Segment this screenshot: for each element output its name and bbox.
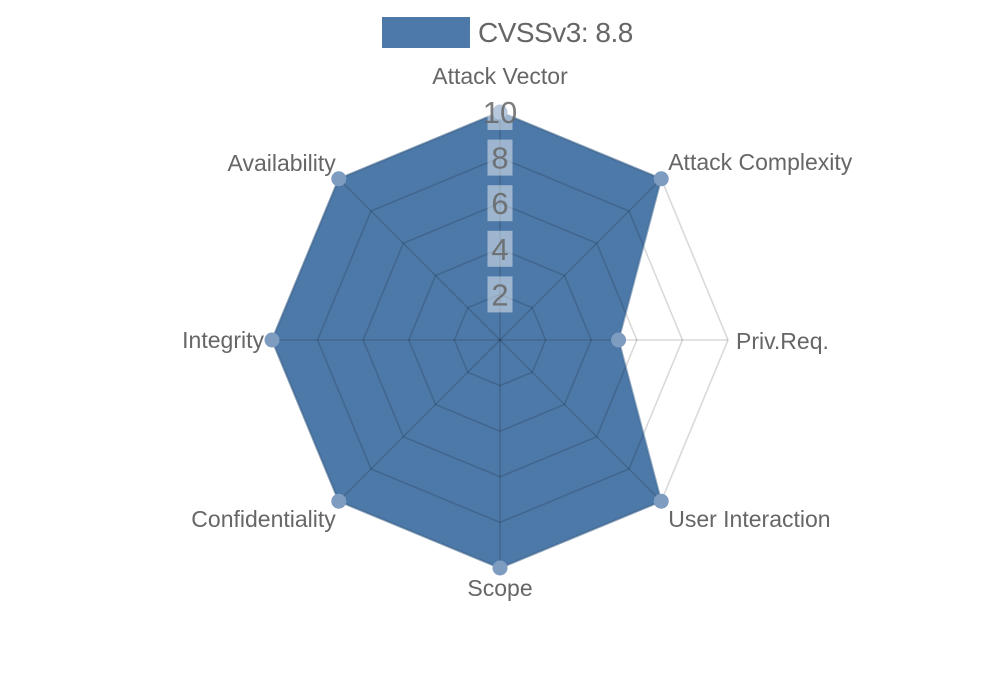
data-point-marker-confidentiality[interactable] (331, 493, 347, 509)
legend-item[interactable]: CVSSv3: 8.8 (382, 17, 633, 48)
data-point-marker-user-interaction[interactable] (653, 493, 669, 509)
axis-label-confidentiality: Confidentiality (191, 506, 336, 532)
grid-ring (362, 202, 638, 478)
legend-label[interactable]: CVSSv3: 8.8 (478, 16, 633, 48)
data-point-marker-availability[interactable] (331, 171, 347, 187)
axis-spoke (338, 178, 501, 341)
tick-label-10: 10 (483, 95, 517, 130)
axis-label-integrity: Integrity (182, 327, 264, 353)
tick-backdrop (487, 230, 513, 267)
axis-label-attack-vector: Attack Vector (432, 63, 568, 89)
tick-label-4: 4 (491, 232, 508, 267)
axis-spoke (499, 178, 662, 341)
tick-backdrop (487, 276, 513, 313)
tick-label-8: 8 (491, 141, 508, 176)
data-point-marker-integrity[interactable] (264, 332, 280, 348)
tick-label-6: 6 (491, 186, 508, 221)
tick-backdrop (487, 185, 513, 222)
axis-label-scope: Scope (467, 575, 532, 601)
tick-backdrop (487, 139, 513, 176)
grid-ring (407, 247, 593, 433)
axis-label-user-interaction: User Interaction (668, 506, 830, 532)
axis-label-attack-complexity: Attack Complexity (668, 149, 853, 175)
tick-label-2: 2 (491, 277, 508, 312)
axis-spoke (499, 339, 662, 502)
grid-ring (316, 156, 684, 524)
data-point-marker-priv-req[interactable] (611, 332, 627, 348)
data-point-marker-attack-complexity[interactable] (653, 171, 669, 187)
grid-ring (453, 293, 547, 387)
radar-fill-polygon (272, 112, 662, 568)
tick-backdrop (487, 94, 513, 130)
axis-label-priv-req: Priv.Req. (736, 328, 829, 354)
axis-label-availability: Availability (228, 150, 337, 176)
data-point-marker-scope[interactable] (492, 560, 508, 576)
data-point-marker-attack-vector[interactable] (492, 104, 508, 120)
axis-spoke (338, 339, 501, 502)
legend-swatch[interactable] (382, 17, 470, 48)
